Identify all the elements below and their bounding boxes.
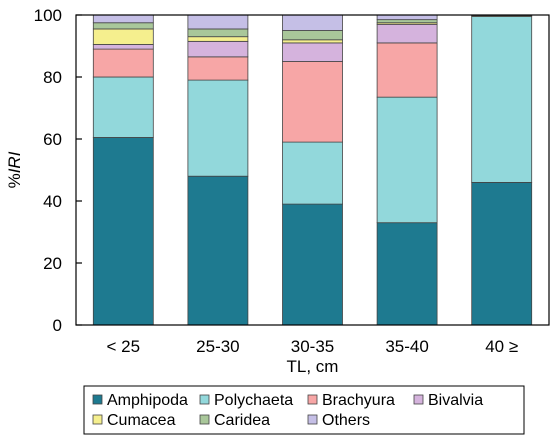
y-tick-label: 20: [43, 254, 62, 273]
legend-label-polychaeta: Polychaeta: [214, 392, 293, 409]
bar-segment-polychaeta-4: [376, 96, 438, 224]
bar-segment-polychaeta-5: [471, 16, 533, 183]
bar-segment-brachyura-3: [282, 61, 343, 143]
bar-segment-bivalvia-3: [282, 42, 343, 62]
y-tick-label: 0: [53, 316, 62, 335]
legend-swatch-polychaeta: [199, 394, 210, 405]
legend-label-bivalvia: Bivalvia: [428, 392, 483, 409]
legend: Amphipoda Polychaeta Brachyura Bivalvia Cuma…: [83, 385, 525, 435]
bar-segment-bivalvia-4: [376, 23, 438, 44]
legend-label-cumacea: Cumacea: [107, 412, 176, 429]
y-tick-label: 60: [43, 130, 62, 149]
bar-segment-caridea-4: [376, 19, 438, 24]
x-axis-title: TL, cm: [287, 357, 339, 376]
bar-segment-polychaeta-3: [282, 141, 343, 205]
bar-segment-bivalvia-2: [187, 40, 249, 58]
x-tick-label: 25-30: [196, 337, 239, 356]
bar-segment-others-4: [376, 14, 438, 21]
legend-label-others: Others: [322, 412, 370, 429]
x-tick-label: 35-40: [385, 337, 428, 356]
legend-label-brachyura: Brachyura: [322, 392, 395, 409]
bar-segment-amphipoda-4: [376, 222, 438, 326]
plot-frame: [75, 14, 550, 326]
y-axis-title-italic: IRI: [5, 151, 24, 173]
x-tick-label: 40 ≥: [485, 337, 518, 356]
legend-swatch-brachyura: [307, 394, 318, 405]
x-tick-label: 30-35: [291, 337, 334, 356]
bar-segment-polychaeta-1: [92, 76, 154, 138]
bar-segment-caridea-2: [187, 28, 249, 38]
bar-segment-amphipoda-1: [92, 137, 154, 326]
bar-segment-cumacea-1: [92, 28, 154, 45]
legend-label-amphipoda: Amphipoda: [107, 392, 188, 409]
legend-box: [83, 385, 525, 435]
bar-segment-others-3: [282, 14, 343, 31]
y-tick-label: 80: [43, 68, 62, 87]
bars-group: [92, 14, 533, 326]
bar-segment-polychaeta-2: [187, 79, 249, 177]
bar-segment-caridea-1: [92, 22, 154, 30]
bar-segment-amphipoda-2: [187, 175, 249, 326]
bar-segment-cumacea-3: [282, 39, 343, 44]
legend-swatch-bivalvia: [413, 394, 424, 405]
y-tick-label: 100: [34, 6, 62, 25]
bar-segment-brachyura-4: [376, 42, 438, 98]
x-tick-label: < 25: [107, 337, 141, 356]
bar-segment-brachyura-1: [92, 48, 154, 78]
bar-segment-brachyura-2: [187, 56, 249, 81]
legend-swatch-cumacea: [92, 414, 103, 425]
legend-swatch-amphipoda: [92, 394, 103, 405]
bar-segment-amphipoda-3: [282, 203, 343, 326]
bar-segment-caridea-3: [282, 30, 343, 41]
bar-segment-bivalvia-1: [92, 44, 154, 50]
bar-segment-others-1: [92, 14, 154, 24]
bar-segment-others-2: [187, 14, 249, 30]
axes-group: < 25 25-30 30-35 35-40 40 ≥ 0 20 40 60 80 100: [34, 6, 550, 356]
bar-segment-amphipoda-5: [471, 181, 533, 326]
y-axis-title-prefix: %: [5, 173, 24, 188]
y-axis-title: %IRI: [5, 151, 24, 188]
y-tick-label: 40: [43, 192, 62, 211]
legend-label-caridea: Caridea: [214, 412, 270, 429]
legend-swatch-others: [307, 414, 318, 425]
legend-swatch-caridea: [199, 414, 210, 425]
bar-segment-cumacea-2: [187, 36, 249, 42]
